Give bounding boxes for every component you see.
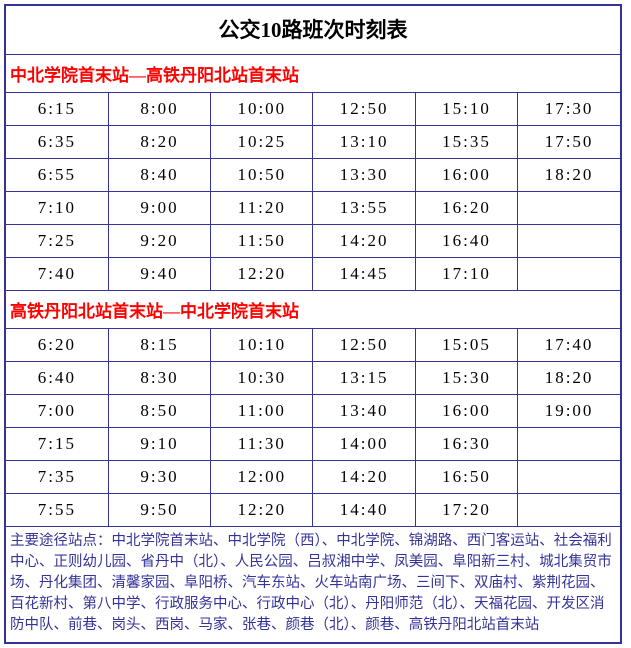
time-cell xyxy=(518,494,620,527)
direction1-header: 中北学院首末站—高铁丹阳北站首末站 xyxy=(6,55,620,93)
time-cell: 7:40 xyxy=(6,258,108,291)
time-cell xyxy=(518,225,620,258)
time-cell: 11:00 xyxy=(211,395,313,428)
table-row: 6:558:4010:5013:3016:0018:20 xyxy=(6,159,620,192)
time-cell: 13:55 xyxy=(313,192,415,225)
time-cell: 9:40 xyxy=(108,258,210,291)
time-cell: 9:30 xyxy=(108,461,210,494)
time-cell: 10:10 xyxy=(211,329,313,362)
time-cell: 7:55 xyxy=(6,494,108,527)
direction2-header: 高铁丹阳北站首末站—中北学院首末站 xyxy=(6,291,620,329)
time-cell: 16:50 xyxy=(415,461,517,494)
time-cell: 7:25 xyxy=(6,225,108,258)
table-row: 6:408:3010:3013:1515:3018:20 xyxy=(6,362,620,395)
time-cell: 17:50 xyxy=(518,126,620,159)
time-cell: 12:50 xyxy=(313,329,415,362)
time-cell: 12:20 xyxy=(211,258,313,291)
time-cell: 8:15 xyxy=(108,329,210,362)
table-row: 6:358:2010:2513:1015:3517:50 xyxy=(6,126,620,159)
table-row: 7:559:5012:2014:4017:20 xyxy=(6,494,620,527)
direction2-table: 6:208:1510:1012:5015:0517:406:408:3010:3… xyxy=(6,329,620,527)
time-cell: 7:10 xyxy=(6,192,108,225)
time-cell: 15:35 xyxy=(415,126,517,159)
time-cell: 14:00 xyxy=(313,428,415,461)
time-cell: 18:20 xyxy=(518,159,620,192)
time-cell: 11:20 xyxy=(211,192,313,225)
time-cell: 10:30 xyxy=(211,362,313,395)
table-row: 6:208:1510:1012:5015:0517:40 xyxy=(6,329,620,362)
time-cell: 14:45 xyxy=(313,258,415,291)
table-row: 6:158:0010:0012:5015:1017:30 xyxy=(6,93,620,126)
time-cell xyxy=(518,258,620,291)
time-cell: 9:50 xyxy=(108,494,210,527)
time-cell: 11:30 xyxy=(211,428,313,461)
time-cell: 7:35 xyxy=(6,461,108,494)
time-cell: 15:10 xyxy=(415,93,517,126)
time-cell: 10:50 xyxy=(211,159,313,192)
table-row: 7:159:1011:3014:0016:30 xyxy=(6,428,620,461)
time-cell: 15:05 xyxy=(415,329,517,362)
time-cell: 8:30 xyxy=(108,362,210,395)
time-cell: 16:30 xyxy=(415,428,517,461)
time-cell: 10:25 xyxy=(211,126,313,159)
time-cell: 12:50 xyxy=(313,93,415,126)
time-cell: 17:40 xyxy=(518,329,620,362)
direction1-table: 6:158:0010:0012:5015:1017:306:358:2010:2… xyxy=(6,93,620,291)
time-cell: 6:40 xyxy=(6,362,108,395)
time-cell: 6:20 xyxy=(6,329,108,362)
time-cell: 6:55 xyxy=(6,159,108,192)
time-cell: 8:40 xyxy=(108,159,210,192)
time-cell: 9:00 xyxy=(108,192,210,225)
time-cell: 10:00 xyxy=(211,93,313,126)
time-cell: 14:20 xyxy=(313,225,415,258)
time-cell: 8:50 xyxy=(108,395,210,428)
table-row: 7:359:3012:0014:2016:50 xyxy=(6,461,620,494)
time-cell: 6:15 xyxy=(6,93,108,126)
stops-text: 主要途径站点：中北学院首末站、中北学院（西）、中北学院、锦湖路、西门客运站、社会… xyxy=(6,527,620,642)
time-cell: 7:00 xyxy=(6,395,108,428)
time-cell xyxy=(518,192,620,225)
time-cell: 6:35 xyxy=(6,126,108,159)
page-title: 公交10路班次时刻表 xyxy=(6,6,620,55)
table-row: 7:409:4012:2014:4517:10 xyxy=(6,258,620,291)
time-cell: 8:00 xyxy=(108,93,210,126)
time-cell: 12:00 xyxy=(211,461,313,494)
time-cell: 17:10 xyxy=(415,258,517,291)
time-cell: 9:20 xyxy=(108,225,210,258)
table-row: 7:008:5011:0013:4016:0019:00 xyxy=(6,395,620,428)
time-cell: 17:20 xyxy=(415,494,517,527)
time-cell: 16:20 xyxy=(415,192,517,225)
time-cell: 18:20 xyxy=(518,362,620,395)
time-cell: 12:20 xyxy=(211,494,313,527)
time-cell: 14:20 xyxy=(313,461,415,494)
time-cell: 14:40 xyxy=(313,494,415,527)
time-cell: 17:30 xyxy=(518,93,620,126)
time-cell: 13:15 xyxy=(313,362,415,395)
time-cell: 7:15 xyxy=(6,428,108,461)
time-cell xyxy=(518,461,620,494)
time-cell: 19:00 xyxy=(518,395,620,428)
time-cell: 16:00 xyxy=(415,159,517,192)
time-cell: 16:40 xyxy=(415,225,517,258)
time-cell: 13:40 xyxy=(313,395,415,428)
time-cell: 15:30 xyxy=(415,362,517,395)
time-cell: 11:50 xyxy=(211,225,313,258)
time-cell: 9:10 xyxy=(108,428,210,461)
table-row: 7:109:0011:2013:5516:20 xyxy=(6,192,620,225)
time-cell: 13:30 xyxy=(313,159,415,192)
timetable-container: 公交10路班次时刻表 中北学院首末站—高铁丹阳北站首末站 6:158:0010:… xyxy=(4,4,622,644)
time-cell: 13:10 xyxy=(313,126,415,159)
time-cell: 16:00 xyxy=(415,395,517,428)
table-row: 7:259:2011:5014:2016:40 xyxy=(6,225,620,258)
time-cell: 8:20 xyxy=(108,126,210,159)
time-cell xyxy=(518,428,620,461)
